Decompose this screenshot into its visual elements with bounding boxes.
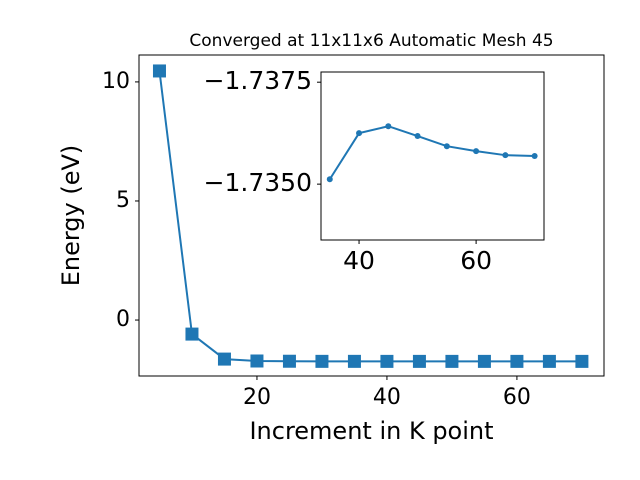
marker	[445, 354, 459, 368]
axes-frame	[320, 71, 545, 241]
x-tick-label: 60	[503, 385, 531, 410]
axes-frame	[138, 54, 605, 377]
marker	[315, 354, 329, 368]
marker	[502, 152, 509, 159]
y-tick-label: −1.7375	[204, 66, 312, 95]
marker	[414, 133, 421, 140]
marker	[185, 327, 199, 341]
marker	[282, 354, 296, 368]
x-tick-label: 20	[243, 385, 271, 410]
marker	[356, 130, 363, 137]
marker	[575, 354, 589, 368]
marker	[473, 148, 480, 155]
marker	[443, 143, 450, 150]
series-line	[328, 125, 535, 180]
y-tick-label: 10	[102, 69, 130, 94]
marker	[531, 153, 538, 159]
x-tick-label: 40	[373, 385, 401, 410]
marker	[152, 64, 166, 78]
marker	[385, 123, 392, 130]
x-axis-label: Increment in K point	[249, 417, 493, 445]
marker	[542, 354, 556, 368]
marker	[250, 354, 264, 368]
x-tick-label: 40	[343, 246, 375, 275]
marker	[217, 352, 231, 366]
marker	[477, 354, 491, 368]
marker	[326, 176, 333, 183]
y-tick-label: 0	[116, 307, 130, 332]
marker	[412, 354, 426, 368]
marker	[510, 354, 524, 368]
marker	[347, 354, 361, 368]
chart-title: Converged at 11x11x6 Automatic Mesh 45	[189, 31, 553, 51]
x-tick-label: 60	[460, 246, 492, 275]
y-axis-label: Energy (eV)	[57, 145, 85, 287]
y-tick-label: −1.7350	[204, 168, 312, 197]
marker	[380, 354, 394, 368]
y-tick-label: 5	[116, 188, 130, 213]
